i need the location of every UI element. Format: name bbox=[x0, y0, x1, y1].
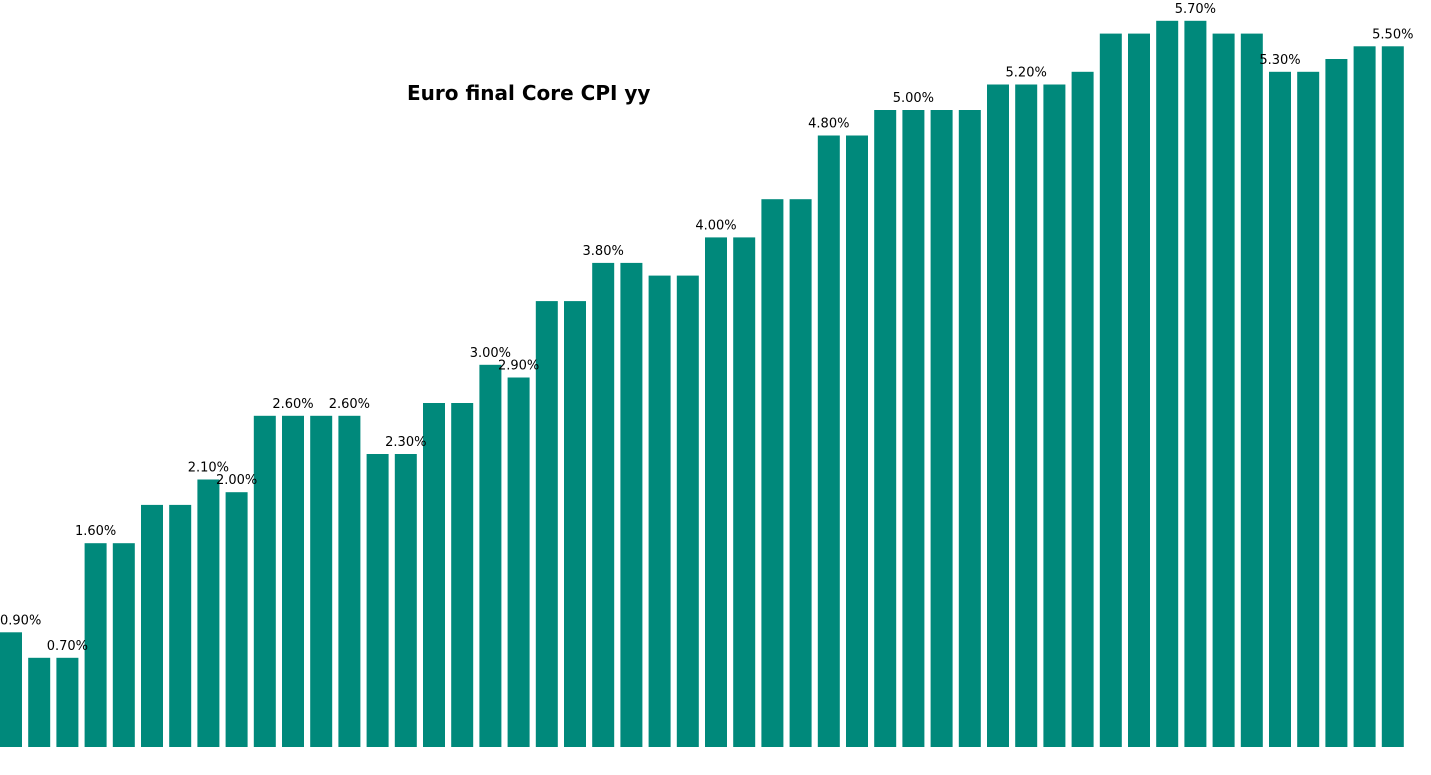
bar-9 bbox=[225, 492, 248, 747]
bar-17 bbox=[451, 403, 474, 747]
bar-29 bbox=[789, 199, 812, 747]
data-labels: 0.90% 0.70% 1.60% 2.10%2.00% 2.60% 2.60% 2.30%… bbox=[0, 2, 1413, 654]
bar-series bbox=[0, 20, 1404, 748]
bar-21 bbox=[564, 301, 586, 747]
bar-40 bbox=[1099, 33, 1122, 748]
data-label-18: 3.00% bbox=[470, 346, 511, 361]
bar-41 bbox=[1128, 33, 1150, 748]
bar-42 bbox=[1156, 20, 1179, 748]
bar-45 bbox=[1240, 33, 1263, 748]
bar-46 bbox=[1269, 71, 1291, 748]
bar-37 bbox=[1015, 84, 1038, 747]
bar-14 bbox=[366, 454, 389, 747]
bar-32 bbox=[874, 110, 897, 747]
bar-25 bbox=[676, 275, 699, 747]
data-label-33: 5.00% bbox=[893, 91, 934, 106]
bar-38 bbox=[1043, 84, 1066, 747]
data-label-1: 0.90% bbox=[0, 613, 41, 628]
chart-title: Euro final Core CPI yy bbox=[407, 81, 650, 105]
bar-27 bbox=[733, 237, 756, 747]
data-label-9: 2.00% bbox=[216, 473, 257, 488]
bar-16 bbox=[423, 403, 445, 747]
data-label-37: 5.20% bbox=[1006, 66, 1047, 81]
bar-44 bbox=[1212, 33, 1235, 748]
bar-15 bbox=[394, 454, 417, 747]
bar-49 bbox=[1353, 46, 1376, 748]
bar-30 bbox=[817, 135, 840, 747]
bar-43 bbox=[1184, 20, 1207, 748]
bar-20 bbox=[535, 301, 558, 747]
bar-5 bbox=[112, 543, 135, 747]
bar-18 bbox=[479, 364, 502, 747]
bar-35 bbox=[958, 110, 981, 747]
data-label-4: 1.60% bbox=[75, 524, 116, 539]
bar-47 bbox=[1297, 71, 1320, 748]
bar-23 bbox=[620, 262, 643, 747]
bar-12 bbox=[310, 415, 333, 747]
data-label-13: 2.60% bbox=[329, 397, 370, 412]
bar-26 bbox=[705, 237, 727, 747]
bar-22 bbox=[592, 262, 615, 747]
bar-34 bbox=[930, 110, 953, 747]
bar-33 bbox=[902, 110, 925, 747]
bar-39 bbox=[1071, 71, 1094, 748]
data-label-8: 2.10% bbox=[188, 461, 229, 476]
bar-10 bbox=[253, 415, 276, 747]
data-label-26: 4.00% bbox=[695, 218, 736, 233]
bar-50 bbox=[1381, 46, 1404, 748]
data-label-22: 3.80% bbox=[583, 244, 624, 259]
bar-7 bbox=[169, 504, 192, 747]
bar-28 bbox=[761, 199, 784, 747]
data-label-50: 5.50% bbox=[1372, 27, 1413, 42]
bar-6 bbox=[141, 504, 163, 747]
bar-19 bbox=[507, 377, 530, 747]
bar-24 bbox=[648, 275, 671, 747]
bar-4 bbox=[84, 543, 107, 747]
data-label-30: 4.80% bbox=[808, 117, 849, 132]
bar-8 bbox=[197, 479, 220, 747]
data-label-15: 2.30% bbox=[385, 435, 426, 450]
bar-13 bbox=[338, 415, 361, 747]
data-label-11: 2.60% bbox=[272, 397, 313, 412]
data-label-3: 0.70% bbox=[47, 639, 88, 654]
bar-2 bbox=[28, 657, 51, 747]
bar-3 bbox=[56, 657, 79, 747]
bar-36 bbox=[987, 84, 1009, 747]
bar-48 bbox=[1325, 59, 1348, 747]
bar-1 bbox=[0, 632, 22, 747]
data-label-19: 2.90% bbox=[498, 359, 539, 374]
data-label-46: 5.30% bbox=[1259, 53, 1300, 68]
bar-31 bbox=[846, 135, 868, 747]
data-label-43: 5.70% bbox=[1175, 2, 1216, 17]
bar-11 bbox=[282, 415, 304, 747]
